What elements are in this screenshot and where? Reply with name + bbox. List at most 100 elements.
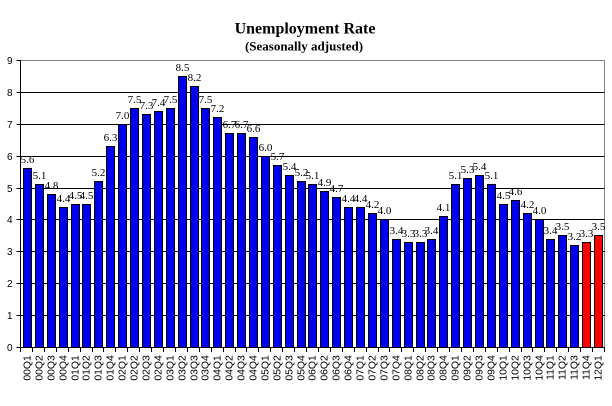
svg-text:4.8: 4.8 xyxy=(45,180,59,192)
svg-text:3.3: 3.3 xyxy=(414,228,428,240)
svg-text:3.3: 3.3 xyxy=(402,228,416,240)
svg-text:08Q2: 08Q2 xyxy=(416,355,427,381)
svg-text:5.3: 5.3 xyxy=(461,164,475,176)
svg-text:7.5: 7.5 xyxy=(199,94,213,106)
svg-text:09Q1: 09Q1 xyxy=(451,355,462,381)
svg-text:03Q4: 03Q4 xyxy=(201,355,212,381)
svg-text:10Q1: 10Q1 xyxy=(499,355,510,381)
svg-text:01Q4: 01Q4 xyxy=(106,355,117,381)
svg-text:4.4: 4.4 xyxy=(354,193,368,205)
svg-text:9: 9 xyxy=(7,56,13,67)
svg-text:6.6: 6.6 xyxy=(247,123,261,135)
svg-text:11Q3: 11Q3 xyxy=(570,355,581,380)
svg-text:00Q4: 00Q4 xyxy=(59,355,70,381)
svg-text:8: 8 xyxy=(7,88,13,99)
svg-text:5.1: 5.1 xyxy=(449,170,463,182)
svg-text:07Q1: 07Q1 xyxy=(356,355,367,381)
svg-text:4.5: 4.5 xyxy=(80,190,94,202)
svg-text:Unemployment Rate: Unemployment Rate xyxy=(235,21,376,38)
svg-text:6.7: 6.7 xyxy=(235,119,249,131)
svg-text:2: 2 xyxy=(7,279,13,290)
svg-text:04Q3: 04Q3 xyxy=(237,355,248,381)
svg-text:3.4: 3.4 xyxy=(425,225,439,237)
svg-text:5.7: 5.7 xyxy=(271,151,285,163)
svg-text:05Q4: 05Q4 xyxy=(297,355,308,381)
svg-text:5.4: 5.4 xyxy=(283,161,297,173)
svg-text:06Q2: 06Q2 xyxy=(320,355,331,381)
svg-text:6: 6 xyxy=(7,152,13,163)
svg-text:08Q1: 08Q1 xyxy=(404,355,415,381)
svg-text:6.3: 6.3 xyxy=(104,132,118,144)
svg-text:09Q3: 09Q3 xyxy=(475,355,486,381)
svg-text:05Q2: 05Q2 xyxy=(273,355,284,381)
svg-text:8.5: 8.5 xyxy=(176,62,190,74)
svg-text:7.2: 7.2 xyxy=(211,103,225,115)
svg-text:03Q2: 03Q2 xyxy=(178,355,189,381)
svg-text:5.6: 5.6 xyxy=(21,154,35,166)
svg-text:(Seasonally adjusted): (Seasonally adjusted) xyxy=(245,39,363,54)
svg-text:03Q1: 03Q1 xyxy=(166,355,177,381)
svg-text:7.4: 7.4 xyxy=(152,97,166,109)
svg-text:7.0: 7.0 xyxy=(116,110,130,122)
svg-text:7.3: 7.3 xyxy=(140,100,154,112)
svg-text:04Q2: 04Q2 xyxy=(225,355,236,381)
svg-text:02Q2: 02Q2 xyxy=(130,355,141,381)
svg-text:5.2: 5.2 xyxy=(295,167,309,179)
svg-text:06Q1: 06Q1 xyxy=(308,355,319,381)
svg-text:3: 3 xyxy=(7,247,13,258)
svg-text:5.4: 5.4 xyxy=(473,161,487,173)
svg-text:00Q3: 00Q3 xyxy=(47,355,58,381)
svg-text:3.4: 3.4 xyxy=(544,225,558,237)
svg-text:00Q1: 00Q1 xyxy=(23,355,34,381)
svg-text:01Q2: 01Q2 xyxy=(82,355,93,381)
svg-text:00Q2: 00Q2 xyxy=(35,355,46,381)
svg-text:6.7: 6.7 xyxy=(223,119,237,131)
svg-text:4.9: 4.9 xyxy=(318,177,332,189)
svg-text:02Q1: 02Q1 xyxy=(118,355,129,381)
svg-text:09Q2: 09Q2 xyxy=(463,355,474,381)
svg-text:4.2: 4.2 xyxy=(521,199,535,211)
svg-text:03Q3: 03Q3 xyxy=(190,355,201,381)
svg-text:07Q2: 07Q2 xyxy=(368,355,379,381)
svg-text:06Q4: 06Q4 xyxy=(344,355,355,381)
svg-text:09Q4: 09Q4 xyxy=(487,355,498,381)
svg-text:5.1: 5.1 xyxy=(485,170,499,182)
svg-text:4.5: 4.5 xyxy=(497,190,511,202)
svg-text:08Q4: 08Q4 xyxy=(439,355,450,381)
svg-text:10Q4: 10Q4 xyxy=(535,355,546,381)
svg-text:1: 1 xyxy=(7,311,13,322)
svg-text:08Q3: 08Q3 xyxy=(427,355,438,381)
svg-text:3.5: 3.5 xyxy=(556,221,570,233)
svg-text:5.1: 5.1 xyxy=(306,170,320,182)
svg-text:7.5: 7.5 xyxy=(164,94,178,106)
svg-text:05Q3: 05Q3 xyxy=(285,355,296,381)
svg-text:4.0: 4.0 xyxy=(533,205,547,217)
svg-text:04Q1: 04Q1 xyxy=(213,355,224,381)
svg-text:5.1: 5.1 xyxy=(33,170,47,182)
svg-text:4: 4 xyxy=(7,215,13,226)
svg-text:05Q1: 05Q1 xyxy=(261,355,272,381)
svg-text:4.6: 4.6 xyxy=(509,186,523,198)
svg-text:04Q4: 04Q4 xyxy=(249,355,260,381)
svg-text:3.5: 3.5 xyxy=(592,221,606,233)
svg-text:12Q1: 12Q1 xyxy=(594,355,605,381)
svg-text:3.3: 3.3 xyxy=(580,228,594,240)
svg-text:4.7: 4.7 xyxy=(330,183,344,195)
svg-text:3.4: 3.4 xyxy=(390,225,404,237)
svg-text:01Q3: 01Q3 xyxy=(94,355,105,381)
svg-text:11Q2: 11Q2 xyxy=(558,355,569,380)
svg-text:11Q1: 11Q1 xyxy=(546,355,557,380)
svg-text:7.5: 7.5 xyxy=(128,94,142,106)
svg-text:0: 0 xyxy=(7,343,13,354)
svg-text:4.2: 4.2 xyxy=(366,199,380,211)
svg-text:7: 7 xyxy=(7,120,13,131)
svg-text:5: 5 xyxy=(7,184,13,195)
svg-text:10Q2: 10Q2 xyxy=(511,355,522,381)
svg-text:4.1: 4.1 xyxy=(437,202,451,214)
svg-text:07Q4: 07Q4 xyxy=(392,355,403,381)
svg-text:07Q3: 07Q3 xyxy=(380,355,391,381)
svg-text:4.4: 4.4 xyxy=(57,193,71,205)
svg-text:10Q3: 10Q3 xyxy=(523,355,534,381)
svg-text:02Q3: 02Q3 xyxy=(142,355,153,381)
svg-text:3.2: 3.2 xyxy=(568,231,582,243)
